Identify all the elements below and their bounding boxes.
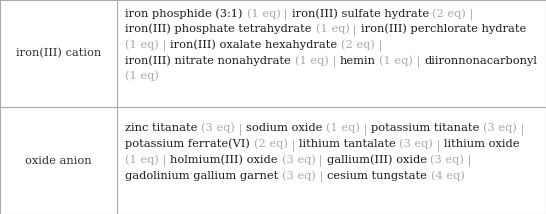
Text: (2 eq): (2 eq) <box>254 139 288 149</box>
Text: |: | <box>281 9 292 20</box>
Text: hemin: hemin <box>340 56 376 66</box>
Text: |: | <box>329 56 340 67</box>
Text: diironnonacarbonyl: diironnonacarbonyl <box>424 56 537 66</box>
Text: potassium ferrate(VI): potassium ferrate(VI) <box>126 139 250 149</box>
Text: (1 eq): (1 eq) <box>126 71 159 82</box>
Text: |: | <box>517 123 529 135</box>
Text: (1 eq): (1 eq) <box>295 55 329 66</box>
Text: (3 eq): (3 eq) <box>201 123 235 133</box>
Text: gadolinium gallium garnet: gadolinium gallium garnet <box>126 171 278 181</box>
Text: (3 eq): (3 eq) <box>399 139 433 149</box>
Text: (2 eq): (2 eq) <box>432 8 466 19</box>
Text: |: | <box>433 139 444 151</box>
Text: |: | <box>466 9 477 20</box>
Text: |: | <box>316 171 327 182</box>
Text: potassium titanate: potassium titanate <box>371 123 479 133</box>
Text: (1 eq): (1 eq) <box>327 123 360 133</box>
Text: zinc titanate: zinc titanate <box>126 123 198 133</box>
Text: iron(III) nitrate nonahydrate: iron(III) nitrate nonahydrate <box>126 55 291 66</box>
Text: lithium oxide: lithium oxide <box>444 139 520 149</box>
Text: sodium oxide: sodium oxide <box>246 123 323 133</box>
Text: |: | <box>159 155 170 166</box>
Text: |: | <box>360 123 371 135</box>
Text: |: | <box>464 155 475 166</box>
Text: iron(III) oxalate hexahydrate: iron(III) oxalate hexahydrate <box>170 39 337 50</box>
Text: (1 eq): (1 eq) <box>246 8 281 19</box>
Text: iron(III) phosphate tetrahydrate: iron(III) phosphate tetrahydrate <box>126 24 312 34</box>
Text: |: | <box>159 40 170 52</box>
Text: iron(III) cation: iron(III) cation <box>16 48 102 59</box>
Text: oxide anion: oxide anion <box>25 156 92 165</box>
Text: (4 eq): (4 eq) <box>431 170 465 181</box>
Text: gallium(III) oxide: gallium(III) oxide <box>327 154 426 165</box>
Text: iron(III) perchlorate hydrate: iron(III) perchlorate hydrate <box>360 24 526 34</box>
Text: |: | <box>316 155 327 166</box>
Text: cesium tungstate: cesium tungstate <box>327 171 427 181</box>
Text: (3 eq): (3 eq) <box>282 154 316 165</box>
Text: (1 eq): (1 eq) <box>126 39 159 50</box>
Text: |: | <box>235 123 246 135</box>
Text: iron phosphide (3:1): iron phosphide (3:1) <box>126 8 243 19</box>
Text: (1 eq): (1 eq) <box>379 55 413 66</box>
Text: (3 eq): (3 eq) <box>282 170 316 181</box>
Text: |: | <box>413 56 424 67</box>
Text: |: | <box>375 40 386 52</box>
Text: iron(III) sulfate hydrate: iron(III) sulfate hydrate <box>292 8 429 19</box>
Text: lithium tantalate: lithium tantalate <box>299 139 396 149</box>
Text: |: | <box>288 139 299 151</box>
Text: (1 eq): (1 eq) <box>126 154 159 165</box>
Text: (1 eq): (1 eq) <box>316 24 349 34</box>
Text: (2 eq): (2 eq) <box>341 39 375 50</box>
Text: (3 eq): (3 eq) <box>430 154 464 165</box>
Text: holmium(III) oxide: holmium(III) oxide <box>170 155 278 165</box>
Text: |: | <box>349 24 360 36</box>
Text: (3 eq): (3 eq) <box>483 123 517 133</box>
